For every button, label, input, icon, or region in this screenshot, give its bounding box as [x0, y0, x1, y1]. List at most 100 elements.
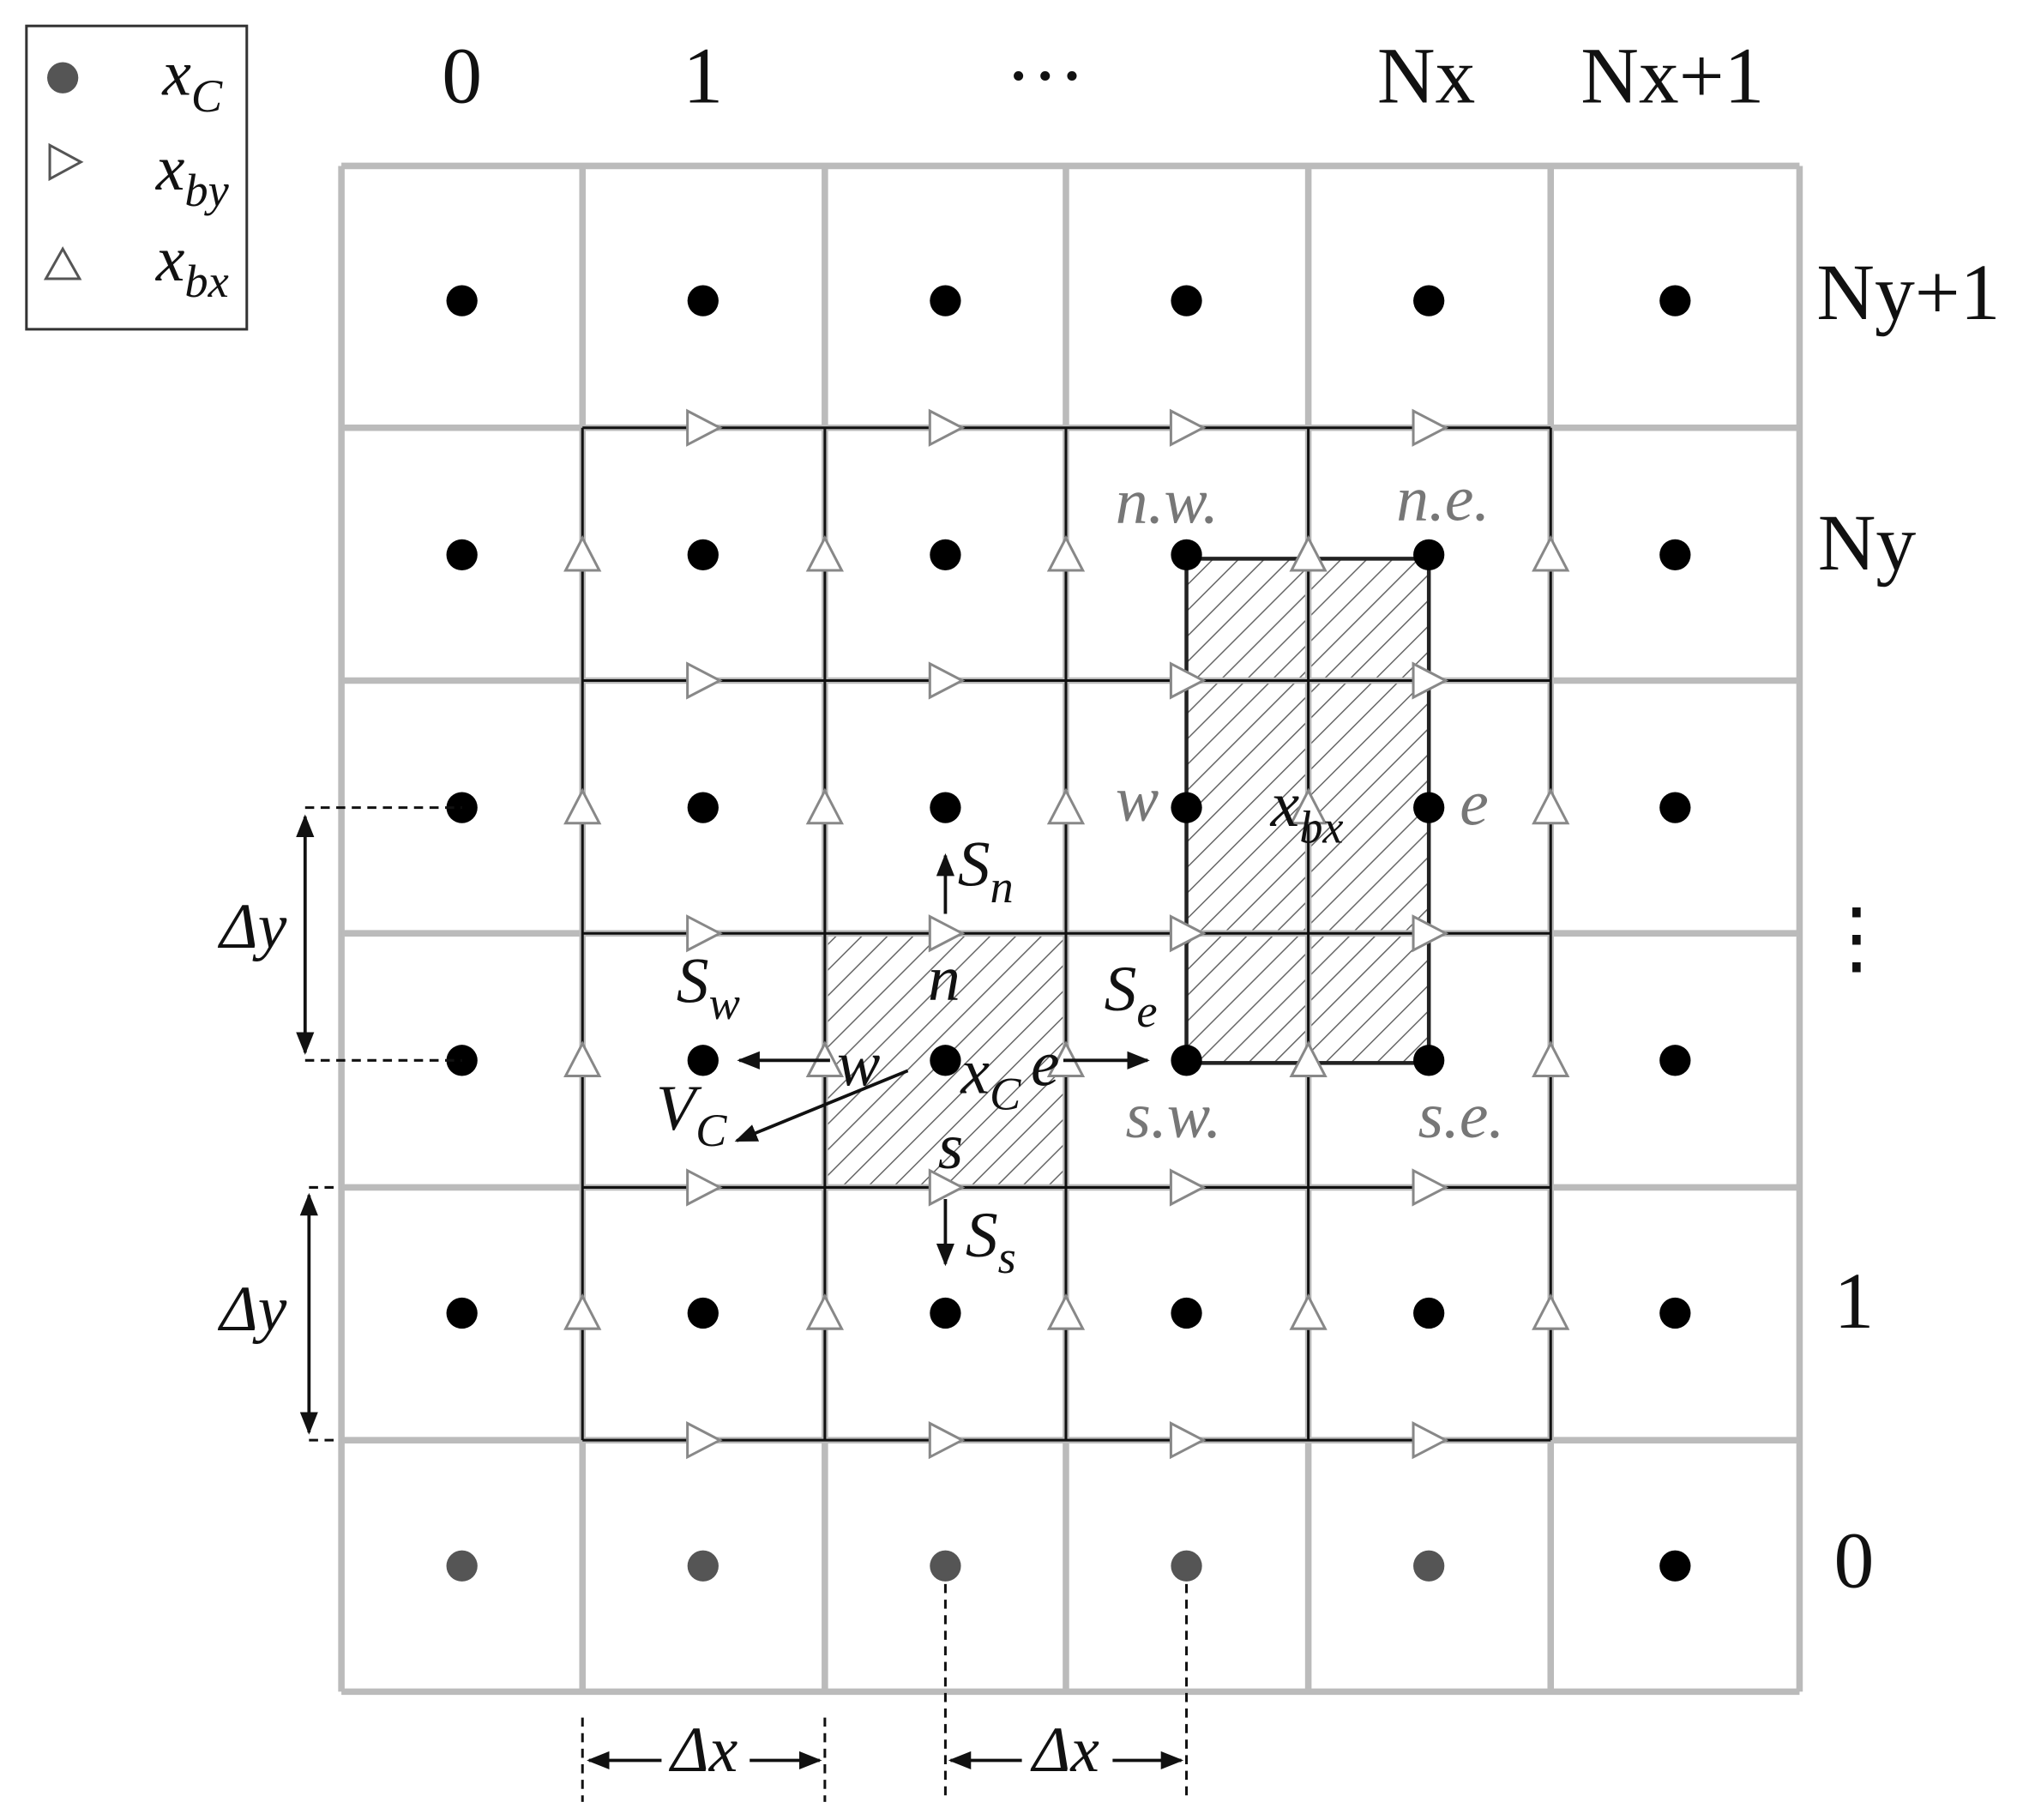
- column-label: 0: [442, 33, 482, 121]
- triangle-up: [805, 1293, 844, 1330]
- triangle-up: [1532, 534, 1570, 572]
- triangle-up: [563, 1293, 602, 1330]
- annotation: s.e.: [1418, 1081, 1505, 1152]
- triangle-right: [1169, 661, 1207, 700]
- cell-center: [930, 539, 961, 571]
- annotation: w: [837, 1029, 880, 1100]
- annotation: Se: [1105, 954, 1158, 1037]
- cell-center: [446, 1550, 478, 1582]
- annotation-base: n.e.: [1396, 464, 1490, 535]
- annotation-base: w: [1116, 764, 1159, 835]
- legend-label-sub: C: [191, 70, 223, 122]
- column-label: Nx+1: [1580, 33, 1764, 121]
- triangle-up: [1289, 1040, 1328, 1077]
- column-label: ···: [1005, 33, 1086, 121]
- cell-center: [1659, 539, 1691, 571]
- cell-center: [1413, 1550, 1445, 1582]
- annotation: Δy: [217, 1274, 286, 1345]
- legend-label-sub: by: [184, 166, 229, 217]
- annotation: Ss: [966, 1200, 1016, 1283]
- annotation-base: V: [656, 1073, 702, 1144]
- annotation-base: s.w.: [1125, 1081, 1221, 1152]
- cell-center: [1413, 285, 1445, 316]
- cell-center: [687, 285, 719, 316]
- row-label: 1: [1833, 1257, 1874, 1346]
- annotation-base: s.e.: [1418, 1081, 1505, 1152]
- cell-center: [1659, 1550, 1691, 1582]
- triangle-right: [1169, 408, 1207, 447]
- triangle-right: [686, 914, 723, 953]
- cell-center: [1413, 1045, 1445, 1076]
- cell-center: [1659, 285, 1691, 316]
- annotation: Sw: [677, 946, 740, 1029]
- annotation: xbx: [1270, 769, 1344, 853]
- annotation: Δx: [1030, 1715, 1099, 1786]
- triangle-right: [1169, 1421, 1207, 1460]
- legend-label: xbx: [155, 224, 229, 307]
- annotation-sub: bx: [1299, 802, 1343, 853]
- cell-center: [687, 1297, 719, 1329]
- cell-center: [446, 539, 478, 571]
- triangle-right: [1412, 914, 1449, 953]
- cell-center: [1413, 539, 1445, 571]
- triangle-up: [1289, 534, 1328, 572]
- annotation-sub: e: [1136, 985, 1157, 1037]
- annotation-base: n.w.: [1116, 467, 1219, 538]
- cell-center: [1171, 1550, 1202, 1582]
- triangle-right: [1412, 661, 1449, 700]
- triangle-right: [686, 661, 723, 700]
- annotation: Δy: [217, 892, 286, 963]
- legend-label: xC: [161, 39, 223, 122]
- column-label: Nx: [1377, 33, 1476, 121]
- annotation-sub: n: [990, 861, 1014, 913]
- annotation-base: S: [677, 946, 709, 1017]
- annotation-base: S: [1105, 954, 1137, 1025]
- annotation: n: [928, 943, 960, 1015]
- cell-center: [1171, 792, 1202, 823]
- annotation: Δx: [668, 1715, 738, 1786]
- triangle-right: [928, 1168, 966, 1207]
- triangle-up: [563, 787, 602, 825]
- annotation: w: [1116, 764, 1159, 835]
- cell-center: [1171, 285, 1202, 316]
- annotation-base: Δy: [217, 1274, 286, 1345]
- row-label: Ny+1: [1816, 249, 2000, 337]
- triangle-up: [563, 1040, 602, 1077]
- legend-dot: [47, 62, 79, 93]
- triangle-up: [563, 534, 602, 572]
- legend-label-base: x: [155, 133, 185, 204]
- triangle-right: [928, 914, 966, 953]
- annotation-base: e: [1460, 768, 1489, 840]
- annotation: s: [938, 1112, 963, 1183]
- triangle-up: [1289, 787, 1328, 825]
- triangle-right: [1169, 914, 1207, 953]
- annotation-base: x: [960, 1037, 990, 1108]
- triangle-right: [686, 1421, 723, 1460]
- row-label: ⋮: [1816, 895, 1897, 983]
- triangle-right: [1412, 408, 1449, 447]
- triangle-up: [1046, 534, 1086, 572]
- annotation-base: Δx: [1030, 1715, 1099, 1786]
- annotation: xC: [960, 1037, 1021, 1120]
- annotation-base: w: [837, 1029, 880, 1100]
- triangle-up: [1046, 787, 1086, 825]
- legend-label: xby: [155, 133, 230, 216]
- triangle-right: [1169, 1168, 1207, 1207]
- annotation-base: x: [1270, 769, 1300, 841]
- cell-center: [446, 1297, 478, 1329]
- legend-label-sub: bx: [184, 256, 228, 308]
- annotation: VC: [656, 1073, 727, 1156]
- annotation-sub: w: [709, 978, 740, 1029]
- annotation-sub: s: [998, 1232, 1016, 1284]
- triangle-right: [686, 1168, 723, 1207]
- cell-center: [687, 1550, 719, 1582]
- cell-center: [1659, 1045, 1691, 1076]
- cell-center: [1659, 792, 1691, 823]
- cell-center: [1413, 792, 1445, 823]
- annotation: n.e.: [1396, 464, 1490, 535]
- triangle-up: [1046, 1293, 1086, 1330]
- row-label: Ny: [1818, 499, 1917, 588]
- annotation-sub: C: [695, 1105, 727, 1156]
- annotation: n.w.: [1116, 467, 1219, 538]
